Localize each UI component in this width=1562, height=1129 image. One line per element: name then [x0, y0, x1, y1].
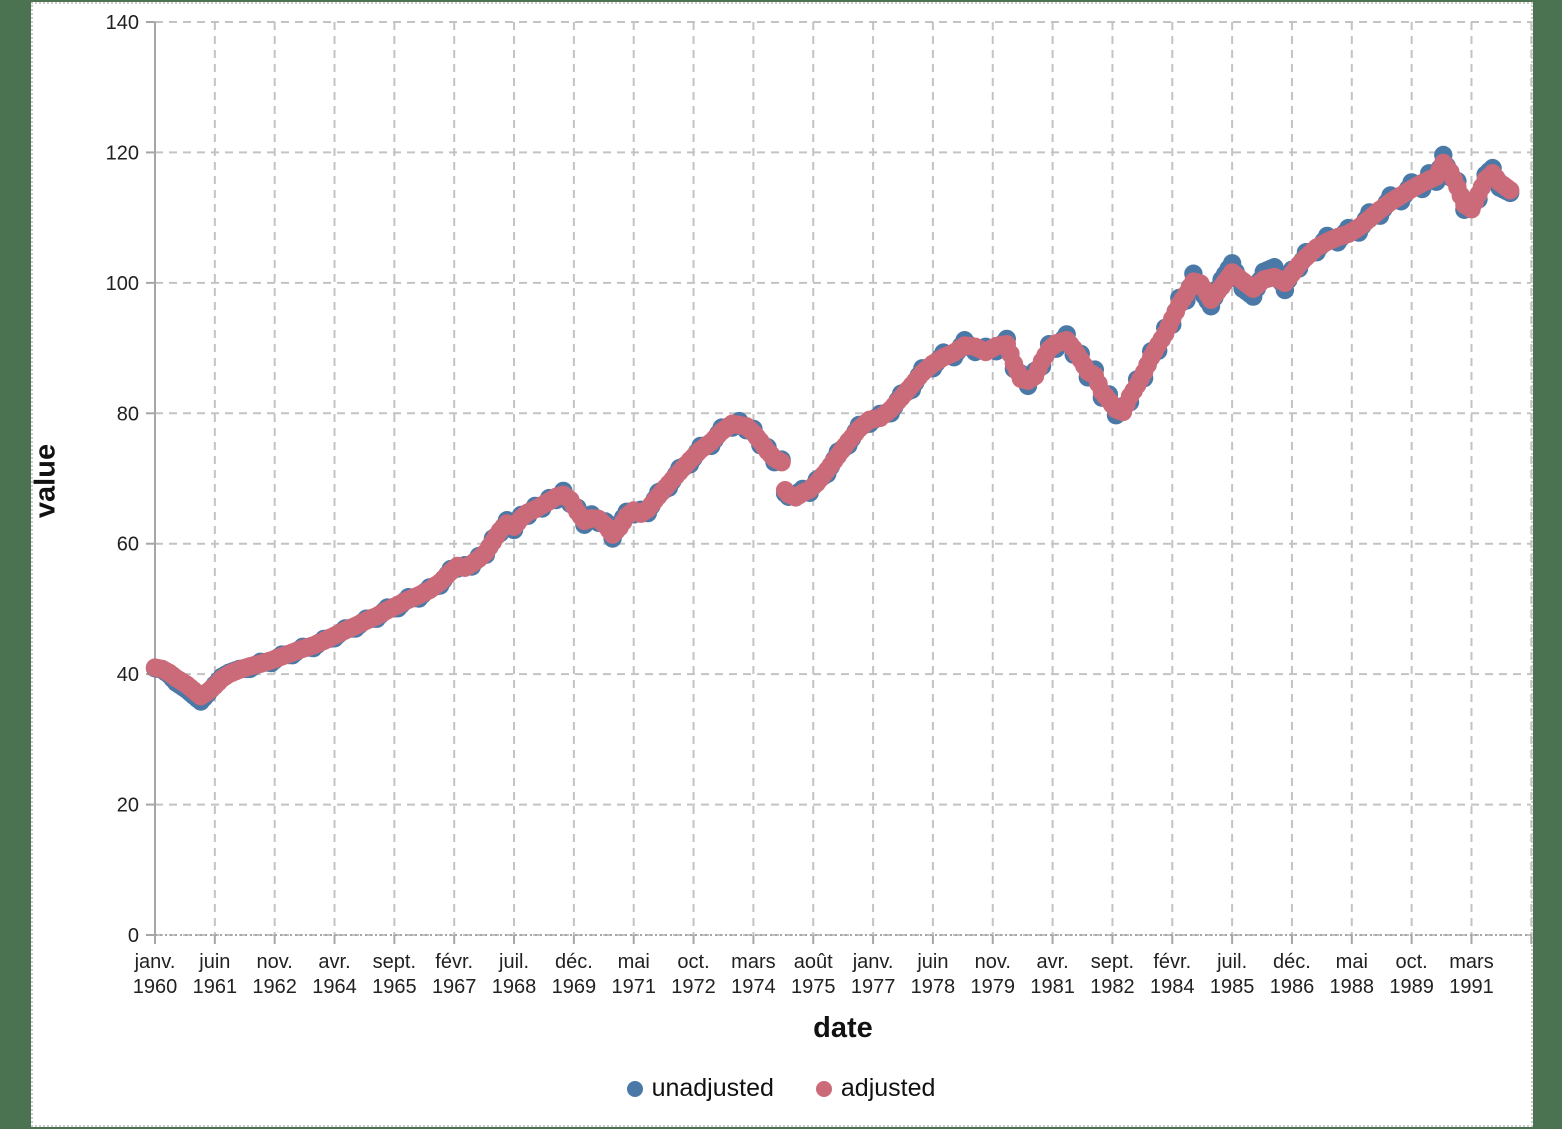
legend-label-unadjusted: unadjusted — [651, 1074, 774, 1102]
legend-marker-adjusted-icon — [815, 1080, 832, 1097]
x-tick-label-year: 1972 — [671, 976, 716, 998]
data-point-adjusted — [772, 453, 791, 472]
x-tick-label-year: 1982 — [1090, 976, 1135, 998]
x-tick-label-year: 1965 — [372, 976, 417, 998]
x-tick-label-month: août — [794, 951, 833, 973]
x-tick-label-year: 1984 — [1150, 976, 1195, 998]
x-tick-label-year: 1986 — [1270, 976, 1315, 998]
x-tick-label-year: 1960 — [133, 976, 178, 998]
y-axis-ticks: 0 20 40 60 80 100 120 140 — [106, 12, 155, 947]
data-point-adjusted — [1501, 181, 1520, 200]
x-tick-label-month: mars — [1449, 951, 1493, 973]
x-tick-label-year: 1967 — [432, 976, 477, 998]
y-tick-label: 40 — [117, 664, 139, 686]
x-tick-label-year: 1968 — [492, 976, 537, 998]
x-tick-label-month: janv. — [134, 951, 176, 973]
x-axis-ticks: janv. 1960 juin 1961 nov. 1962 avr. 1964 sept. 19… — [133, 935, 1533, 998]
x-tick-label-year: 1964 — [312, 976, 357, 998]
x-tick-label-month: nov. — [975, 951, 1011, 973]
y-tick-label: 140 — [106, 12, 139, 34]
x-tick-label-year: 1969 — [552, 976, 597, 998]
y-tick-label: 120 — [106, 142, 139, 164]
x-tick-label-year: 1985 — [1210, 976, 1255, 998]
chart-panel — [31, 2, 1533, 1127]
x-axis-title: date — [813, 1012, 873, 1044]
x-tick-label-year: 1989 — [1389, 976, 1434, 998]
x-tick-label-month: nov. — [257, 951, 293, 973]
x-tick-label-year: 1974 — [731, 976, 776, 998]
x-tick-label-month: mai — [618, 951, 650, 973]
x-tick-label-month: sept. — [373, 951, 416, 973]
legend-item-unadjusted: unadjusted — [626, 1074, 774, 1103]
x-tick-label-month: mai — [1336, 951, 1368, 973]
x-tick-label-year: 1971 — [611, 976, 656, 998]
x-tick-label-year: 1978 — [911, 976, 956, 998]
x-tick-label-month: sept. — [1091, 951, 1134, 973]
series-adjusted — [145, 153, 1520, 706]
legend-marker-unadjusted-icon — [626, 1080, 643, 1097]
y-tick-label: 80 — [117, 403, 139, 425]
y-tick-label: 60 — [117, 534, 139, 556]
legend-item-adjusted: adjusted — [815, 1074, 936, 1103]
x-tick-label-month: déc. — [1273, 951, 1311, 973]
x-tick-label-month: oct. — [1396, 951, 1428, 973]
x-tick-label-month: juin — [916, 951, 948, 973]
legend: unadjusted adjusted — [0, 1074, 1562, 1103]
x-tick-label-year: 1977 — [851, 976, 896, 998]
x-tick-label-month: juin — [198, 951, 230, 973]
y-tick-label: 0 — [128, 925, 139, 947]
axes — [154, 22, 1531, 936]
x-tick-label-month: déc. — [555, 951, 593, 973]
y-tick-label: 20 — [117, 795, 139, 817]
x-tick-label-month: oct. — [677, 951, 709, 973]
gridlines — [154, 21, 1533, 936]
y-tick-label: 100 — [106, 273, 139, 295]
x-tick-label-month: avr. — [1036, 951, 1068, 973]
x-tick-label-month: févr. — [1153, 951, 1191, 973]
x-tick-label-year: 1988 — [1330, 976, 1375, 998]
y-axis-title: value — [29, 443, 62, 519]
x-tick-label-year: 1981 — [1030, 976, 1075, 998]
x-tick-label-month: janv. — [852, 951, 894, 973]
x-tick-label-year: 1962 — [252, 976, 297, 998]
x-tick-label-month: avr. — [318, 951, 350, 973]
legend-label-adjusted: adjusted — [840, 1074, 936, 1102]
x-tick-label-year: 1991 — [1449, 976, 1494, 998]
x-tick-label-month: mars — [731, 951, 775, 973]
x-tick-label-month: juil. — [498, 951, 529, 973]
x-tick-label-month: févr. — [435, 951, 473, 973]
x-tick-label-year: 1979 — [971, 976, 1016, 998]
x-tick-label-month: juil. — [1216, 951, 1247, 973]
x-tick-label-year: 1975 — [791, 976, 836, 998]
x-tick-label-year: 1961 — [193, 976, 238, 998]
